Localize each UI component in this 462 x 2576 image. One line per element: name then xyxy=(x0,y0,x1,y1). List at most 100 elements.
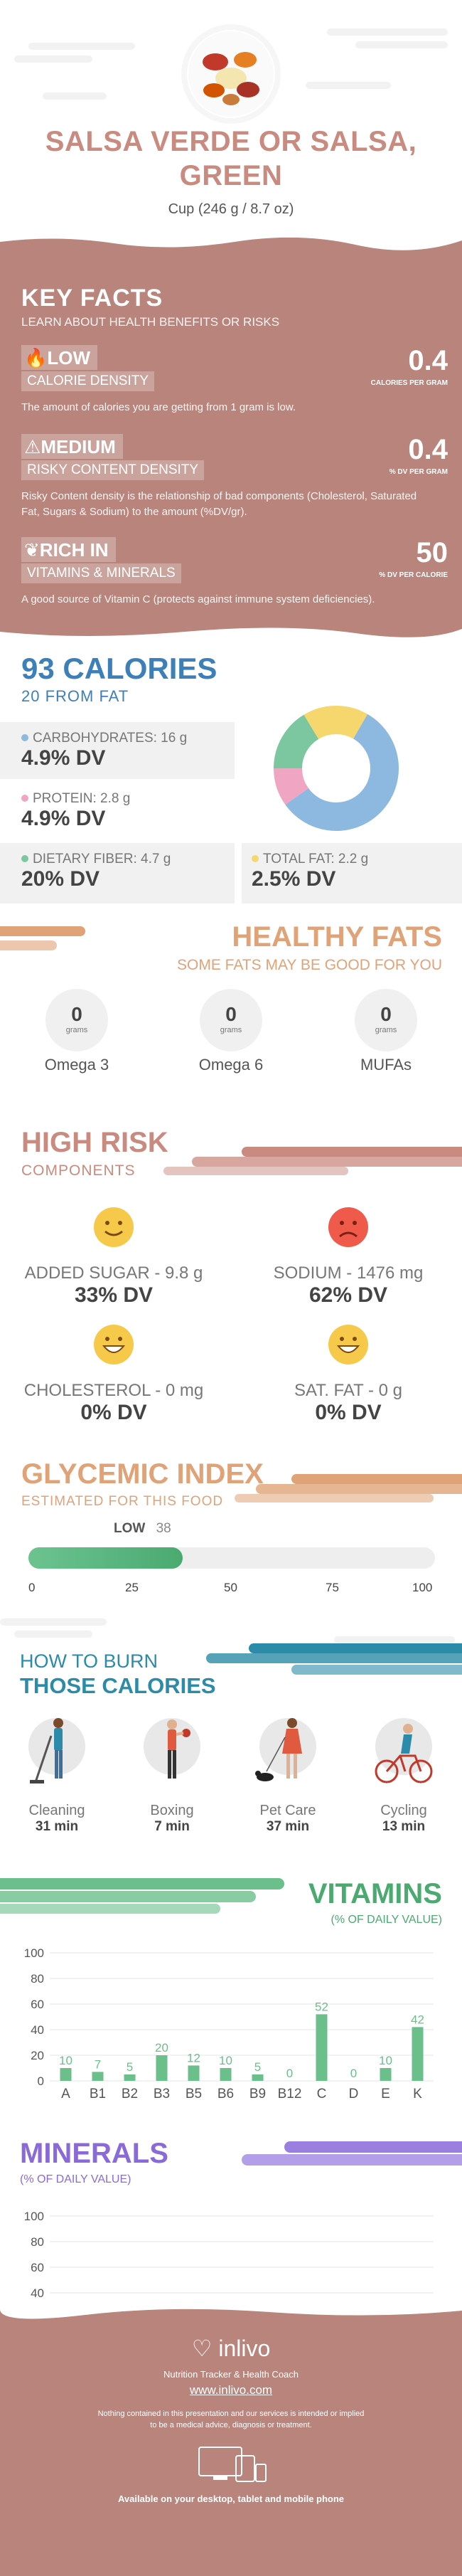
vitamins-ytick-label: 0 xyxy=(38,2074,44,2088)
vitamins-bar xyxy=(60,2068,72,2081)
glycemic-title: GLYCEMIC INDEX xyxy=(21,1458,264,1490)
healthy-fats-subtitle: SOME FATS MAY BE GOOD FOR YOU xyxy=(176,957,442,973)
burn-calories-section: HOW TO BURN THOSE CALORIES Cleaning 31 m… xyxy=(0,1629,462,1907)
vitamins-value-label: 0 xyxy=(286,2067,293,2080)
footer-url[interactable]: www.inlivo.com xyxy=(189,2383,273,2397)
glycemic-value: 38 xyxy=(156,1521,171,1536)
vitamins-category-label: C xyxy=(317,2087,327,2101)
serving-size: Cup (246 g / 8.7 oz) xyxy=(168,201,294,217)
decorative-stripes xyxy=(242,2141,462,2166)
minerals-ytick-label: 40 xyxy=(31,2286,44,2300)
cleaning-icon xyxy=(21,1714,92,1793)
nutrient-carbs: CARBOHYDRATES: 16 g 4.9% DV xyxy=(0,722,235,779)
vitamins-category-label: B1 xyxy=(90,2087,106,2101)
vitamins-category-label: B12 xyxy=(278,2087,302,2101)
vitamins-subtitle: (% OF DAILY VALUE) xyxy=(331,1914,442,1926)
vitamins-ytick-label: 40 xyxy=(31,2023,44,2037)
fact-unit: % DV PER CALORIE xyxy=(379,571,448,579)
nutrient-fiber: DIETARY FIBER: 4.7 g 20% DV xyxy=(0,843,235,903)
wave-divider xyxy=(0,2305,462,2319)
calories-from-fat: 20 FROM FAT xyxy=(21,687,129,705)
vitamins-bar xyxy=(156,2055,168,2081)
sad-face-icon xyxy=(328,1207,368,1247)
carbs-dot xyxy=(21,733,28,741)
vitamins-value-label: 5 xyxy=(254,2060,261,2074)
vitamins-bar xyxy=(124,2074,136,2081)
protein-dot xyxy=(21,794,28,802)
burn-title-line1: HOW TO BURN xyxy=(20,1650,159,1672)
fact-value: 0.4 xyxy=(408,345,448,376)
vitamins-ytick-label: 80 xyxy=(31,1972,44,1986)
decorative-stripes xyxy=(0,926,85,950)
risk-cholesterol: CHOLESTEROL - 0 mg 0% DV xyxy=(7,1323,220,1425)
cycling-icon xyxy=(368,1714,439,1793)
minerals-title: MINERALS xyxy=(20,2138,168,2169)
glycemic-level: LOW 38 xyxy=(114,1521,171,1536)
burn-title-line2: THOSE CALORIES xyxy=(20,1673,216,1698)
fat-dot xyxy=(252,854,259,862)
vitamins-value-label: 20 xyxy=(155,2041,168,2055)
vitamins-category-label: B5 xyxy=(186,2087,202,2101)
glycemic-fill xyxy=(28,1547,183,1569)
minerals-ytick-label: 100 xyxy=(24,2210,44,2223)
pet-care-icon xyxy=(252,1714,323,1793)
vitamins-ytick-label: 60 xyxy=(31,1998,44,2011)
macros-donut-chart xyxy=(274,706,399,831)
footer-available: Available on your desktop, tablet and mo… xyxy=(117,2493,345,2504)
donut-fiber xyxy=(274,706,399,831)
decorative-stripes xyxy=(163,1147,462,1175)
vitamins-bar xyxy=(252,2074,264,2081)
vitamins-category-label: B9 xyxy=(249,2087,266,2101)
vitamins-bar xyxy=(380,2068,392,2081)
calories-title: 93 CALORIES xyxy=(21,652,217,685)
key-facts-subtitle: LEARN ABOUT HEALTH BENEFITS OR RISKS xyxy=(21,315,280,329)
fiber-dot xyxy=(21,854,28,862)
devices-icon xyxy=(198,2447,267,2482)
warning-icon: ⚠ xyxy=(24,436,41,457)
glycemic-track xyxy=(28,1547,435,1569)
risk-sodium: SODIUM - 1476 mg 62% DV xyxy=(242,1206,455,1308)
vitamins-category-label: K xyxy=(413,2087,422,2101)
vitamins-bar xyxy=(92,2072,104,2081)
fact-vitamins-minerals: ❦RICH IN VITAMINS & MINERALS A good sour… xyxy=(21,537,448,605)
vitamins-value-label: 42 xyxy=(411,2013,424,2026)
key-facts-title: KEY FACTS xyxy=(21,285,163,312)
vitamins-value-label: 10 xyxy=(219,2054,232,2067)
high-risk-title: HIGH RISK xyxy=(21,1127,168,1158)
fact-risky-content: ⚠MEDIUM RISKY CONTENT DENSITY Risky Cont… xyxy=(21,434,448,518)
decorative-stripes xyxy=(206,1643,462,1675)
vitamins-category-label: D xyxy=(349,2087,359,2101)
decorative-stripes xyxy=(0,1878,284,1914)
fact-unit: % DV PER GRAM xyxy=(389,468,448,476)
header-section: SALSA VERDE OR SALSA, GREEN Cup (246 g /… xyxy=(0,0,462,256)
food-title: SALSA VERDE OR SALSA, GREEN xyxy=(45,126,417,191)
fact-calorie-density: 🔥LOW CALORIE DENSITY The amount of calor… xyxy=(21,345,448,413)
decorative-stripes xyxy=(235,1474,462,1502)
calories-section: 93 CALORIES 20 FROM FAT CARBOHYDRATES: 1… xyxy=(0,640,462,911)
fat-omega3: 0 grams Omega 3 xyxy=(23,989,130,1074)
fact-value: 0.4 xyxy=(408,434,448,465)
vitamins-ytick-label: 20 xyxy=(31,2049,44,2062)
burn-pet-care: Pet Care 37 min xyxy=(235,1714,341,1835)
vitamins-value-label: 10 xyxy=(59,2054,72,2067)
vitamins-bar xyxy=(188,2065,200,2081)
vitamins-category-label: B6 xyxy=(217,2087,234,2101)
burn-boxing: Boxing 7 min xyxy=(119,1714,225,1835)
high-risk-subtitle: COMPONENTS xyxy=(21,1162,136,1179)
burn-cycling: Cycling 13 min xyxy=(350,1714,457,1835)
vitamins-category-label: B2 xyxy=(122,2087,138,2101)
glycemic-subtitle: ESTIMATED FOR THIS FOOD xyxy=(21,1494,224,1509)
footer-section: ♡ inlivo Nutrition Tracker & Health Coac… xyxy=(0,2305,462,2576)
vitamins-value-label: 7 xyxy=(95,2057,101,2071)
vitamins-bar xyxy=(220,2068,232,2081)
risk-sat-fat: SAT. FAT - 0 g 0% DV xyxy=(242,1323,455,1425)
brand-logo[interactable]: ♡ inlivo xyxy=(191,2336,271,2361)
food-image xyxy=(187,30,275,118)
vitamins-category-label: A xyxy=(61,2087,70,2101)
decorative-clouds xyxy=(14,28,448,100)
nutrient-fat: TOTAL FAT: 2.2 g 2.5% DV xyxy=(242,843,462,903)
high-risk-section: HIGH RISK COMPONENTS ADDED SUGAR - 9.8 g… xyxy=(0,1117,462,1458)
boxing-icon xyxy=(136,1714,208,1793)
smile-face-icon xyxy=(94,1207,134,1247)
nutrient-protein: PROTEIN: 2.8 g 4.9% DV xyxy=(21,791,131,830)
